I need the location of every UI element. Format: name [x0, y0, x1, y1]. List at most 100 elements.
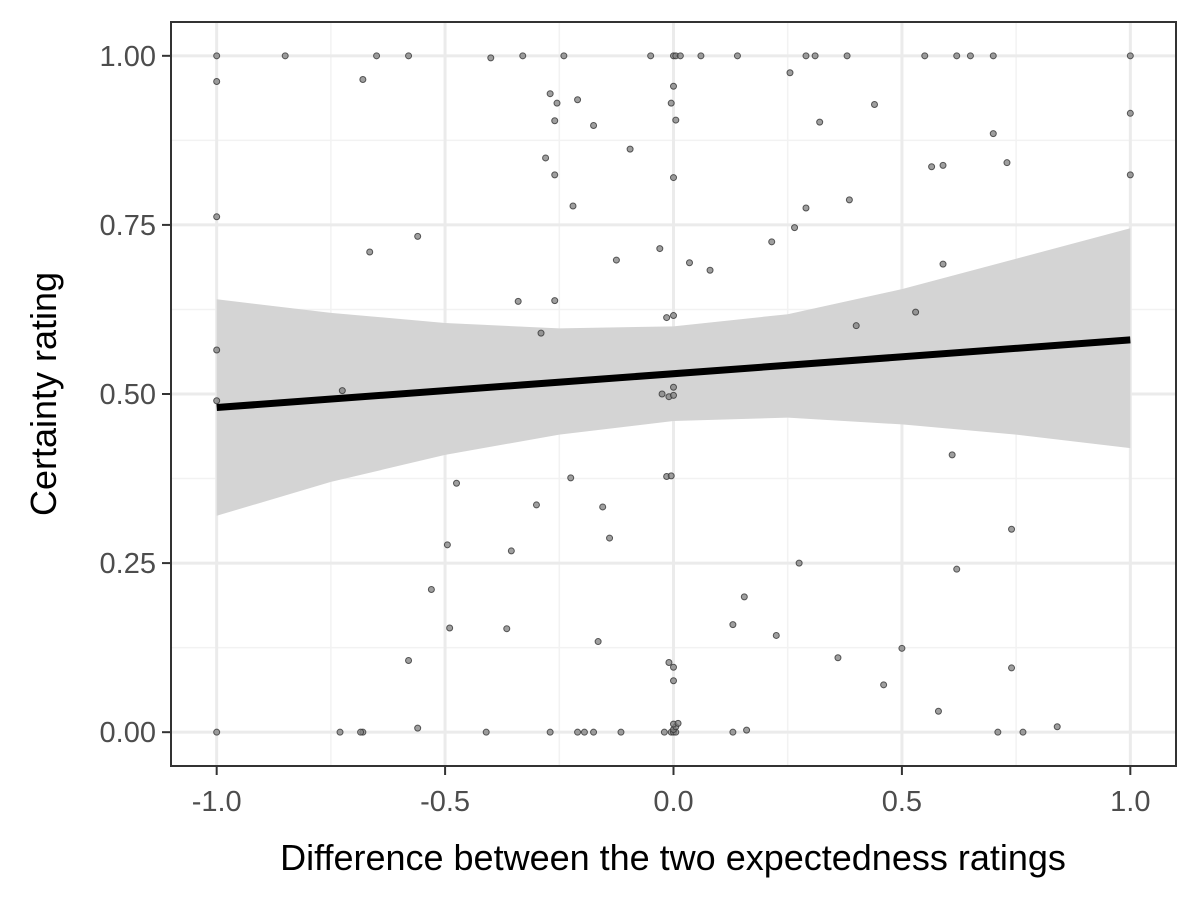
data-point	[551, 171, 559, 179]
data-point	[660, 728, 668, 736]
data-point	[772, 631, 780, 639]
data-point	[834, 654, 842, 662]
data-point	[213, 52, 221, 60]
data-point	[1008, 525, 1016, 533]
data-point	[357, 728, 365, 736]
data-point	[1126, 52, 1134, 60]
fit-line	[216, 336, 1131, 412]
data-point	[453, 479, 461, 487]
data-point	[706, 266, 714, 274]
data-point	[743, 726, 751, 734]
data-point	[729, 621, 737, 629]
data-point	[795, 559, 803, 567]
data-point	[647, 52, 655, 60]
data-point	[768, 238, 776, 246]
data-point	[740, 593, 748, 601]
x-tick-label: -0.5	[420, 786, 470, 818]
data-point	[994, 728, 1002, 736]
data-point	[697, 52, 705, 60]
data-point	[213, 213, 221, 221]
fit-line-layer	[216, 336, 1131, 412]
data-point	[487, 54, 495, 62]
data-point	[551, 297, 559, 305]
data-point	[338, 387, 346, 395]
data-point	[1053, 723, 1061, 731]
data-point	[912, 308, 920, 316]
data-point	[590, 121, 598, 129]
data-point	[670, 677, 677, 685]
data-point	[685, 259, 693, 267]
y-tick-label: 0.75	[100, 210, 156, 242]
data-point	[989, 52, 997, 60]
data-point	[532, 501, 540, 509]
data-point	[670, 82, 677, 90]
data-point	[443, 541, 451, 549]
data-point	[1019, 728, 1027, 736]
data-point	[546, 728, 554, 736]
data-point	[665, 659, 673, 667]
data-point	[674, 719, 682, 727]
data-point	[1126, 171, 1134, 179]
data-point	[921, 52, 929, 60]
y-tick-label: 0.50	[100, 379, 156, 411]
data-point	[590, 728, 598, 736]
data-point	[786, 69, 794, 77]
data-point	[802, 52, 810, 60]
data-point	[359, 75, 367, 83]
data-point	[553, 99, 561, 107]
data-point	[670, 663, 677, 671]
x-tick-label: 0.5	[882, 786, 922, 818]
data-point	[542, 154, 550, 162]
data-point	[569, 202, 577, 210]
data-point	[507, 547, 515, 555]
data-point	[871, 101, 878, 109]
data-point	[670, 383, 677, 391]
data-point	[934, 707, 942, 715]
data-point	[953, 565, 961, 573]
data-point	[626, 145, 634, 153]
data-point	[519, 52, 527, 60]
data-point	[852, 322, 860, 330]
data-point	[966, 52, 974, 60]
data-point	[928, 163, 936, 171]
data-point	[560, 52, 568, 60]
data-point	[414, 232, 422, 240]
data-point	[373, 52, 381, 60]
x-tick-label: 0.0	[653, 786, 693, 818]
data-point	[574, 96, 582, 104]
data-point	[405, 52, 413, 60]
data-point	[482, 728, 490, 736]
data-point	[676, 52, 684, 60]
data-point	[670, 391, 677, 399]
data-point	[948, 451, 956, 459]
data-point	[427, 585, 435, 593]
data-point	[537, 329, 545, 337]
data-point	[405, 656, 413, 664]
data-point	[281, 52, 289, 60]
data-point	[816, 118, 824, 126]
data-point	[939, 161, 947, 169]
data-point	[729, 728, 737, 736]
data-point	[580, 728, 588, 736]
data-point	[514, 297, 522, 305]
data-point	[939, 260, 947, 268]
data-point	[667, 99, 675, 107]
y-tick-label: 1.00	[100, 41, 156, 73]
data-point	[845, 196, 853, 204]
data-point	[546, 90, 554, 98]
data-point	[898, 644, 906, 652]
data-point	[594, 638, 602, 646]
data-point	[213, 397, 221, 405]
data-point	[663, 314, 671, 322]
y-axis-title: Certainty rating	[23, 272, 64, 516]
data-point	[733, 52, 741, 60]
y-tick-label: 0.25	[100, 548, 156, 580]
data-point	[599, 503, 607, 511]
data-point	[551, 117, 559, 125]
data-point	[843, 52, 851, 60]
y-axis: 0.00 0.25 0.50 0.75 1.00	[100, 41, 171, 749]
data-point	[213, 78, 221, 86]
data-point	[213, 346, 221, 354]
